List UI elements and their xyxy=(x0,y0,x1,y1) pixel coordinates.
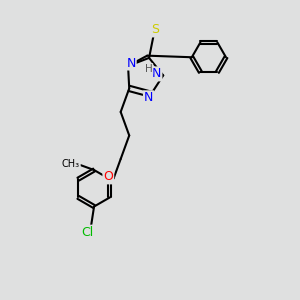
Text: CH₃: CH₃ xyxy=(62,158,80,169)
Text: H: H xyxy=(145,64,152,74)
Text: O: O xyxy=(103,170,113,183)
Text: S: S xyxy=(151,23,159,36)
Text: N: N xyxy=(126,56,136,70)
Text: N: N xyxy=(152,68,161,80)
Text: N: N xyxy=(144,91,153,104)
Text: Cl: Cl xyxy=(82,226,94,239)
